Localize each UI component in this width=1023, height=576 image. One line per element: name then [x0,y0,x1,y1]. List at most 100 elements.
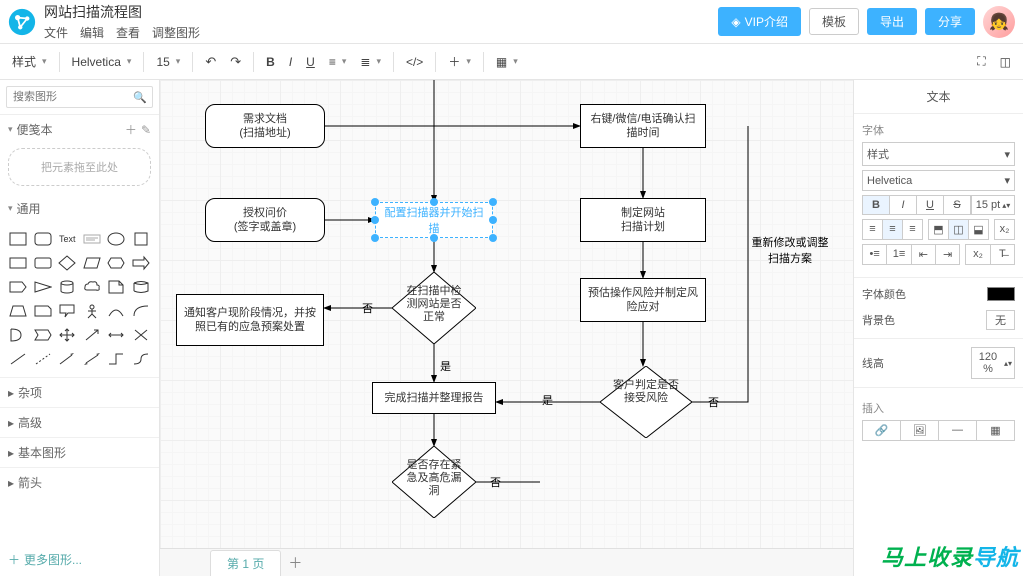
shape-cloud[interactable] [82,277,103,297]
table-button[interactable]: ▦ [490,52,524,72]
insert-table[interactable]: ▦ [976,420,1015,441]
shape-card[interactable] [33,301,54,321]
export-button[interactable]: 导出 [867,8,917,35]
shape-arrow-line[interactable] [57,349,78,369]
shape-arrow-block[interactable] [131,253,152,273]
shape-callout[interactable] [57,301,78,321]
strike-toggle[interactable]: S [943,195,971,215]
shape-dashline[interactable] [33,349,54,369]
shape-connector[interactable] [131,325,152,345]
flow-node[interactable]: 授权问价(签字或盖章) [205,198,325,242]
flow-node[interactable]: 完成扫描并整理报告 [372,382,496,414]
underline-button[interactable]: U [300,52,321,72]
undo-button[interactable]: ↶ [199,51,222,73]
shape-text[interactable]: Text [57,229,78,249]
font-size-input[interactable]: 15 pt▴▾ [971,195,1015,215]
selection-handle[interactable] [489,216,497,224]
valign-top[interactable]: ⬒ [928,219,949,240]
bold-toggle[interactable]: B [862,195,890,215]
shape-biconn[interactable] [106,325,127,345]
shape-arc[interactable] [131,301,152,321]
flow-node[interactable]: 右键/微信/电话确认扫描时间 [580,104,706,148]
bold-button[interactable]: B [260,52,281,72]
cat-misc[interactable]: ▸杂项 [0,377,159,407]
selection-handle[interactable] [430,234,438,242]
add-button[interactable]: ＋ [442,50,477,73]
page-tab-1[interactable]: 第 1 页 [210,550,281,576]
shape-rect2[interactable] [8,253,29,273]
shape-rect[interactable] [8,229,29,249]
selection-handle[interactable] [430,198,438,206]
vip-button[interactable]: ◈ VIP介绍 [718,7,801,36]
text-font-select[interactable]: Helvetica▾ [862,170,1015,191]
flow-node[interactable]: 制定网站扫描计划 [580,198,706,242]
halign-left[interactable]: ≡ [862,219,883,240]
text-tab[interactable]: 文本 [854,80,1023,114]
size-dropdown[interactable]: 15 [150,52,186,72]
more-shapes-button[interactable]: ＋更多图形... [0,543,159,576]
shape-roundrect[interactable] [33,229,54,249]
vertical-text[interactable]: x₂ [994,219,1015,240]
outdent-button[interactable]: ⇤ [911,244,936,265]
sub-button[interactable]: x₂ [965,244,990,265]
shape-rect3[interactable] [33,253,54,273]
selection-handle[interactable] [489,198,497,206]
font-dropdown[interactable]: Helvetica [66,52,138,72]
shape-line[interactable] [8,349,29,369]
italic-toggle[interactable]: I [889,195,917,215]
edit-icon[interactable]: ✎ [141,123,151,137]
scratchpad-header[interactable]: ▾ 便笺本 ＋ ✎ [0,115,159,144]
menu-view[interactable]: 查看 [116,24,140,41]
flow-node[interactable]: 需求文档(扫描地址) [205,104,325,148]
bg-none-button[interactable]: 无 [986,310,1015,330]
selection-handle[interactable] [371,198,379,206]
text-color-swatch[interactable] [987,287,1015,301]
share-button[interactable]: 分享 [925,8,975,35]
halign-center[interactable]: ≡ [882,219,903,240]
template-button[interactable]: 模板 [809,8,859,35]
cat-basic[interactable]: ▸基本图形 [0,437,159,467]
shape-curve-conn[interactable] [131,349,152,369]
redo-button[interactable]: ↷ [224,51,247,73]
selection-handle[interactable] [371,216,379,224]
insert-hr[interactable]: ― [938,420,977,441]
italic-button[interactable]: I [283,52,298,72]
valign-bottom[interactable]: ⬓ [968,219,989,240]
shape-diag-arrow[interactable] [82,325,103,345]
shape-bidir-line[interactable] [82,349,103,369]
shape-square[interactable] [131,229,152,249]
shape-cross-arrow[interactable] [57,325,78,345]
shape-document[interactable] [106,277,127,297]
cat-arrows[interactable]: ▸箭头 [0,467,159,497]
shape-hexagon[interactable] [106,253,127,273]
shape-textbox[interactable] [82,229,103,249]
fullscreen-button[interactable]: ⛶ [971,51,991,72]
numbered-button[interactable]: 1≡ [886,244,911,265]
shape-actor[interactable] [82,301,103,321]
search-input[interactable] [6,86,153,108]
menu-file[interactable]: 文件 [44,24,68,41]
flow-node-diamond[interactable]: 客户判定是否接受风险 [600,366,692,438]
line-height-input[interactable]: 120 %▴▾ [971,347,1015,379]
shape-step[interactable] [33,325,54,345]
insert-link[interactable]: 🔗 [862,420,901,441]
code-button[interactable]: </> [400,52,429,72]
indent-button[interactable]: ⇥ [935,244,960,265]
cat-advanced[interactable]: ▸高级 [0,407,159,437]
clear-format[interactable]: T̶ [990,244,1015,265]
flow-node-selected[interactable]: 配置扫描器并开始扫描 [375,202,493,238]
document-title[interactable]: 网站扫描流程图 [44,2,200,22]
shape-elbow[interactable] [106,349,127,369]
shape-or[interactable] [8,325,29,345]
halign-right[interactable]: ≡ [902,219,923,240]
canvas-viewport[interactable]: 需求文档(扫描地址) 授权问价(签字或盖章) 配置扫描器并开始扫描 右键/微信/电话确… [160,80,853,576]
flow-node-diamond[interactable]: 是否存在紧急及高危漏洞 [392,446,476,518]
scratchpad-dropzone[interactable]: 把元素拖至此处 [8,148,151,186]
list-button[interactable]: ≡ [323,52,353,72]
user-avatar[interactable]: 👧 [983,6,1015,38]
panel-toggle-button[interactable]: ◫ [994,52,1017,72]
shape-cylinder[interactable] [57,277,78,297]
valign-middle[interactable]: ◫ [948,219,969,240]
shape-curve[interactable] [106,301,127,321]
shape-pentagon[interactable] [8,277,29,297]
